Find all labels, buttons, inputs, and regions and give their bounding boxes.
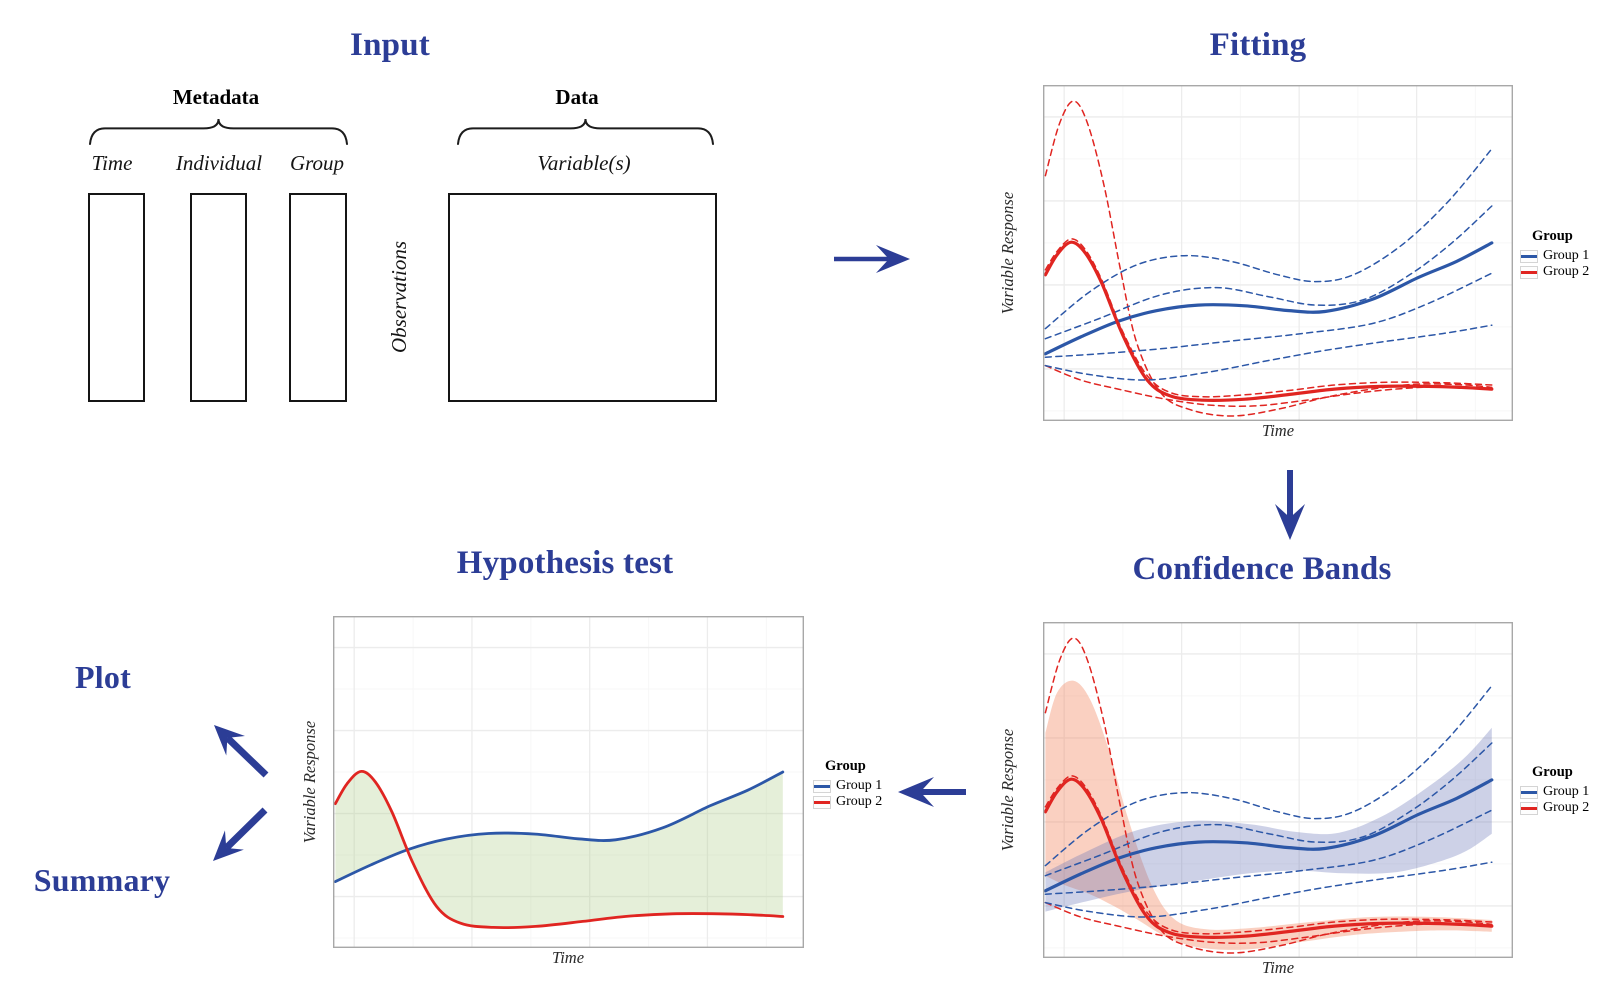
group2-individual-fit-2 bbox=[1044, 238, 1493, 398]
group1-key-line bbox=[1521, 790, 1537, 794]
legend-title: Group bbox=[825, 758, 866, 774]
individual-column-box bbox=[190, 193, 247, 402]
group1-confidence-band bbox=[1045, 727, 1492, 912]
arrow-hypothesis-to-plot bbox=[214, 725, 269, 778]
group1-individual-fit-4 bbox=[1044, 324, 1493, 381]
group1-legend-label: Group 1 bbox=[1543, 784, 1590, 799]
fitting-legend: Group Group 1 Group 2 bbox=[1520, 228, 1589, 280]
data-matrix-box bbox=[448, 193, 717, 402]
group1-individual-fit-3 bbox=[1044, 809, 1493, 895]
data-label: Data bbox=[555, 85, 599, 109]
fitting-chart bbox=[1043, 85, 1513, 421]
legend-title: Group bbox=[1532, 228, 1573, 244]
confidence-bands-chart bbox=[1043, 622, 1513, 958]
group1-individual-fit-2 bbox=[1044, 742, 1493, 877]
individual-column-label: Individual bbox=[175, 151, 263, 175]
confidence-x-axis-label: Time bbox=[1261, 958, 1295, 977]
hypothesis-x-axis-label: Time bbox=[551, 948, 585, 967]
group-column-box bbox=[289, 193, 347, 402]
group1-mean-fit bbox=[1043, 241, 1494, 356]
fitting-title: Fitting bbox=[1209, 27, 1307, 63]
group1-mean-fit bbox=[1043, 778, 1494, 893]
group1-mean-fit bbox=[334, 770, 785, 883]
legend-item-group1: Group 1 bbox=[1520, 248, 1589, 264]
group1-legend-label: Group 1 bbox=[836, 778, 883, 793]
legend-item-group1: Group 1 bbox=[1520, 784, 1589, 800]
legend-item-group2: Group 2 bbox=[813, 794, 882, 810]
arrow-input-to-fitting bbox=[834, 245, 910, 273]
arrow-fitting-to-confidence bbox=[1275, 470, 1305, 540]
metadata-label: Metadata bbox=[172, 85, 260, 109]
group2-individual-fit-2 bbox=[1044, 775, 1493, 935]
confidence-legend: Group Group 1 Group 2 bbox=[1520, 764, 1589, 816]
group1-individual-fit-2 bbox=[1044, 205, 1493, 340]
group1-key-line bbox=[1521, 254, 1537, 258]
fitting-y-axis-label: Variable Response bbox=[998, 191, 1017, 315]
group2-individual-fit-3 bbox=[1044, 364, 1493, 407]
hypothesis-test-chart bbox=[333, 616, 804, 948]
metadata-brace bbox=[89, 118, 348, 145]
time-column-box bbox=[88, 193, 145, 402]
fitting-x-axis-label: Time bbox=[1261, 421, 1295, 440]
hypothesis-test-title: Hypothesis test bbox=[456, 545, 674, 581]
difference-region bbox=[335, 771, 783, 928]
group2-key-swatch bbox=[1520, 265, 1538, 279]
legend-item-group2: Group 2 bbox=[1520, 264, 1589, 280]
group2-legend-label: Group 2 bbox=[1543, 800, 1590, 815]
arrow-confidence-to-hypothesis bbox=[898, 777, 966, 807]
plot-label: Plot bbox=[75, 659, 131, 695]
group1-key-swatch bbox=[1520, 785, 1538, 799]
group1-key-line bbox=[814, 784, 830, 788]
hypothesis-y-axis-label: Variable Response bbox=[300, 720, 319, 844]
legend-item-group1: Group 1 bbox=[813, 778, 882, 794]
group2-mean-fit bbox=[334, 770, 785, 930]
group2-key-line bbox=[1521, 806, 1537, 810]
variables-column-label: Variable(s) bbox=[537, 151, 631, 175]
group1-legend-label: Group 1 bbox=[1543, 248, 1590, 263]
summary-label: Summary bbox=[33, 862, 171, 898]
input-title: Input bbox=[350, 27, 430, 63]
group1-individual-fit-1 bbox=[1044, 148, 1493, 330]
group2-mean-fit bbox=[1043, 777, 1494, 939]
hypothesis-legend: Group Group 1 Group 2 bbox=[813, 758, 882, 810]
group2-individual-fit-3 bbox=[1044, 901, 1493, 944]
observations-label: Observations bbox=[387, 241, 411, 353]
group1-key-swatch bbox=[813, 779, 831, 793]
group2-key-line bbox=[814, 800, 830, 804]
group1-individual-fit-3 bbox=[1044, 272, 1493, 358]
group2-legend-label: Group 2 bbox=[1543, 264, 1590, 279]
arrow-hypothesis-to-summary bbox=[213, 807, 268, 861]
time-column-label: Time bbox=[91, 151, 133, 175]
group1-individual-fit-4 bbox=[1044, 861, 1493, 918]
group2-legend-label: Group 2 bbox=[836, 794, 883, 809]
legend-item-group2: Group 2 bbox=[1520, 800, 1589, 816]
group1-individual-fit-1 bbox=[1044, 685, 1493, 867]
group2-mean-fit bbox=[1043, 240, 1494, 402]
group2-key-line bbox=[1521, 270, 1537, 274]
confidence-y-axis-label: Variable Response bbox=[998, 728, 1017, 852]
group2-key-swatch bbox=[1520, 801, 1538, 815]
group2-key-swatch bbox=[813, 795, 831, 809]
legend-title: Group bbox=[1532, 764, 1573, 780]
group1-key-swatch bbox=[1520, 249, 1538, 263]
group-column-label: Group bbox=[289, 151, 345, 175]
confidence-bands-title: Confidence Bands bbox=[1132, 551, 1392, 587]
data-brace bbox=[457, 118, 714, 145]
